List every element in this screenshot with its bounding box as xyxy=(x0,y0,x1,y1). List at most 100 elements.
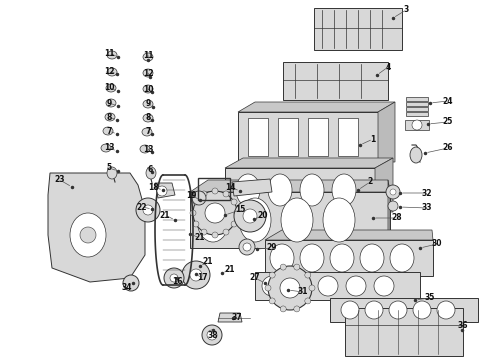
Ellipse shape xyxy=(294,264,300,270)
Ellipse shape xyxy=(305,298,311,304)
Polygon shape xyxy=(265,230,433,240)
Text: 10: 10 xyxy=(143,85,153,94)
Text: 8: 8 xyxy=(106,112,112,122)
Text: 32: 32 xyxy=(422,189,432,198)
Bar xyxy=(190,192,390,248)
Ellipse shape xyxy=(280,306,286,312)
Ellipse shape xyxy=(268,266,312,310)
Ellipse shape xyxy=(270,244,294,272)
Ellipse shape xyxy=(390,189,396,195)
Text: 23: 23 xyxy=(55,175,65,184)
Text: 20: 20 xyxy=(258,211,268,220)
Ellipse shape xyxy=(290,276,310,296)
Ellipse shape xyxy=(201,191,207,197)
Ellipse shape xyxy=(143,53,153,61)
Ellipse shape xyxy=(136,198,160,222)
Bar xyxy=(248,118,268,156)
Text: 9: 9 xyxy=(106,99,112,108)
Ellipse shape xyxy=(262,276,282,296)
Ellipse shape xyxy=(223,229,229,235)
Text: 12: 12 xyxy=(104,67,114,76)
Text: 31: 31 xyxy=(298,288,308,297)
Ellipse shape xyxy=(190,269,202,281)
Ellipse shape xyxy=(243,243,251,251)
Ellipse shape xyxy=(223,191,229,197)
Ellipse shape xyxy=(212,232,218,238)
Polygon shape xyxy=(238,102,395,112)
Ellipse shape xyxy=(412,120,422,130)
Ellipse shape xyxy=(105,113,115,121)
Text: 3: 3 xyxy=(403,5,409,14)
Ellipse shape xyxy=(280,264,286,270)
Text: 2: 2 xyxy=(368,177,372,186)
Ellipse shape xyxy=(236,174,260,206)
Ellipse shape xyxy=(143,100,153,108)
Polygon shape xyxy=(232,179,272,196)
Ellipse shape xyxy=(413,301,431,319)
Ellipse shape xyxy=(192,191,206,205)
Ellipse shape xyxy=(107,68,117,76)
Ellipse shape xyxy=(107,167,117,179)
Bar xyxy=(308,118,328,156)
Ellipse shape xyxy=(146,167,156,179)
Ellipse shape xyxy=(234,200,266,232)
Ellipse shape xyxy=(265,285,271,291)
Ellipse shape xyxy=(323,198,355,242)
Ellipse shape xyxy=(143,85,153,93)
Bar xyxy=(330,298,478,322)
Ellipse shape xyxy=(205,203,225,223)
Text: 35: 35 xyxy=(425,293,435,302)
Bar xyxy=(314,8,402,50)
Ellipse shape xyxy=(269,298,275,304)
Ellipse shape xyxy=(143,69,153,77)
Polygon shape xyxy=(48,173,145,282)
Text: 18: 18 xyxy=(147,183,158,192)
Text: 37: 37 xyxy=(232,312,243,321)
Text: 11: 11 xyxy=(104,49,114,58)
Text: 38: 38 xyxy=(208,332,219,341)
Ellipse shape xyxy=(300,174,324,206)
Ellipse shape xyxy=(193,199,199,205)
Bar xyxy=(406,102,428,106)
Bar xyxy=(406,112,428,116)
Ellipse shape xyxy=(239,239,255,255)
Ellipse shape xyxy=(107,51,117,59)
Ellipse shape xyxy=(157,186,167,196)
Polygon shape xyxy=(225,158,393,168)
Text: 36: 36 xyxy=(458,320,468,329)
Ellipse shape xyxy=(123,275,139,291)
Bar xyxy=(278,118,298,156)
Bar xyxy=(255,272,420,300)
Polygon shape xyxy=(190,180,390,192)
Text: 21: 21 xyxy=(195,234,205,243)
Text: 12: 12 xyxy=(143,68,153,77)
Ellipse shape xyxy=(212,188,218,194)
Text: 1: 1 xyxy=(370,135,376,144)
Text: 10: 10 xyxy=(104,84,114,93)
Bar xyxy=(406,107,428,111)
Ellipse shape xyxy=(103,127,113,135)
Ellipse shape xyxy=(70,213,106,257)
Ellipse shape xyxy=(140,145,150,153)
Ellipse shape xyxy=(101,144,111,152)
Text: 30: 30 xyxy=(432,239,442,248)
Ellipse shape xyxy=(269,272,275,278)
Ellipse shape xyxy=(142,128,152,136)
Ellipse shape xyxy=(294,306,300,312)
Text: 24: 24 xyxy=(443,96,453,105)
Ellipse shape xyxy=(201,229,207,235)
Bar xyxy=(338,118,358,156)
Text: 7: 7 xyxy=(106,126,112,135)
Bar xyxy=(225,168,375,212)
Ellipse shape xyxy=(143,114,153,122)
Ellipse shape xyxy=(389,301,407,319)
Ellipse shape xyxy=(386,185,400,199)
Text: 16: 16 xyxy=(172,278,182,287)
Ellipse shape xyxy=(410,147,422,163)
Ellipse shape xyxy=(193,221,199,227)
Ellipse shape xyxy=(234,210,240,216)
Ellipse shape xyxy=(143,205,153,215)
Ellipse shape xyxy=(202,325,222,345)
Ellipse shape xyxy=(268,174,292,206)
Ellipse shape xyxy=(280,278,300,298)
